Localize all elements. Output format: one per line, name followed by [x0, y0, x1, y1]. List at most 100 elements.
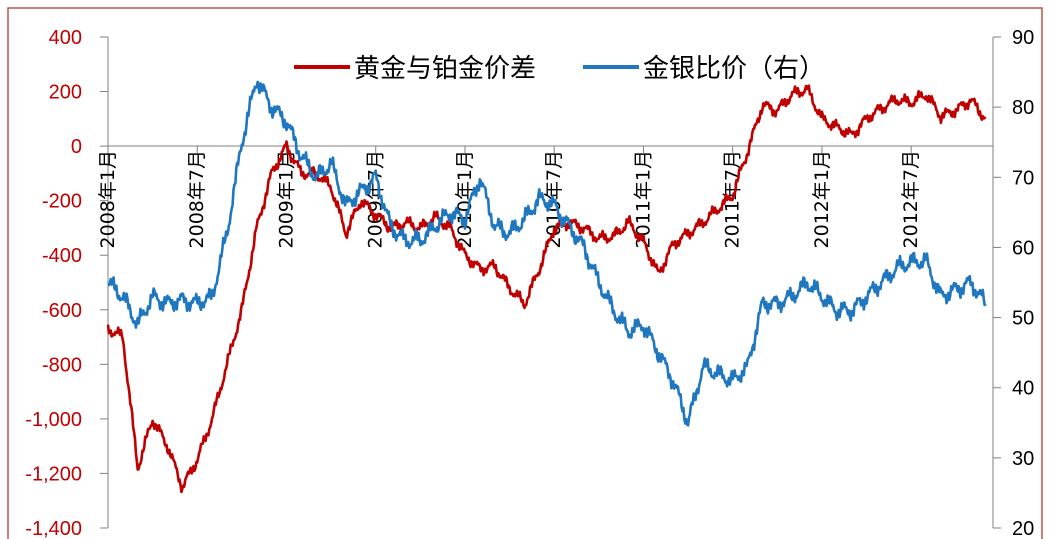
- series-0-point-51: [866, 118, 867, 119]
- series-1-point-49: [836, 310, 837, 311]
- series-0-point-37: [658, 274, 659, 275]
- series-1-point-44: [762, 303, 763, 304]
- series-1-point-14: [316, 177, 317, 178]
- series-0-point-16: [345, 233, 346, 234]
- series-0-point-4: [167, 446, 168, 447]
- series-1-point-55: [926, 261, 927, 262]
- series-0-point-26: [494, 266, 495, 267]
- left-tick-label: 400: [49, 27, 82, 49]
- left-tick-label: -1,400: [25, 518, 82, 539]
- series-1-point-22: [435, 226, 436, 227]
- series-0-point-15: [331, 187, 332, 188]
- left-y-axis-ticks: 400 200 0 -200 -400 -600 -800 -1,000 -1,200 -1,40…: [25, 27, 108, 539]
- series-0-point-57: [955, 110, 956, 111]
- series-0-point-35: [628, 222, 629, 223]
- series-line-0: [106, 84, 987, 494]
- series-1-point-29: [539, 198, 540, 199]
- series-1-point-57: [955, 289, 956, 290]
- series-1-point-56: [940, 296, 941, 297]
- series-1-point-52: [881, 282, 882, 283]
- series-0-point-24: [464, 255, 465, 256]
- series-0-point-29: [539, 268, 540, 269]
- left-tick-label: -400: [42, 245, 82, 267]
- chart-border: [7, 7, 1043, 539]
- series-0-point-54: [911, 102, 912, 103]
- series-1-point-23: [450, 212, 451, 213]
- series-1-point-48: [821, 296, 822, 297]
- series-0-point-34: [613, 236, 614, 237]
- series-1-point-18: [375, 177, 376, 178]
- series-0-point-12: [286, 146, 287, 147]
- series-1-point-10: [256, 79, 257, 80]
- x-tick-label: 2008年1月: [97, 150, 119, 248]
- series-0-point-1: [122, 337, 123, 338]
- series-1-point-45: [777, 303, 778, 304]
- right-tick-label: 50: [1012, 308, 1034, 330]
- left-tick-label: -800: [42, 354, 82, 376]
- series-0-point-7: [212, 418, 213, 419]
- series-1-point-47: [807, 282, 808, 283]
- series-0-point-44: [762, 105, 763, 106]
- series-0-point-36: [643, 241, 644, 242]
- series-0-point-39: [688, 233, 689, 234]
- series-0-point-30: [554, 227, 555, 228]
- series-0-point-19: [390, 227, 391, 228]
- series-0-point-20: [405, 222, 406, 223]
- series-0-point-28: [524, 304, 525, 305]
- series-1-point-50: [851, 310, 852, 311]
- series-0-point-17: [360, 200, 361, 201]
- series-0-point-38: [673, 244, 674, 245]
- series-1-point-39: [688, 422, 689, 423]
- series-1-point-53: [896, 268, 897, 269]
- series-0-point-3: [152, 418, 153, 419]
- right-tick-label: 20: [1012, 518, 1034, 539]
- legend-label-gold-platinum: 黄金与铂金价差: [354, 54, 536, 84]
- series-1-point-36: [643, 324, 644, 325]
- x-tick-label: 2012年1月: [811, 150, 833, 248]
- series-1-point-8: [226, 233, 227, 234]
- series-0-point-52: [881, 107, 882, 108]
- series-0-point-46: [792, 94, 793, 95]
- series-0-point-41: [717, 208, 718, 209]
- legend-label-gold-silver: 金银比价（右）: [643, 54, 825, 84]
- x-tick-label: 2009年1月: [275, 150, 297, 248]
- series-1-point-25: [479, 177, 480, 178]
- series-0-point-47: [807, 88, 808, 89]
- series-0-point-11: [271, 173, 272, 174]
- series-0-point-50: [851, 135, 852, 136]
- series-1-point-20: [405, 240, 406, 241]
- right-tick-label: 60: [1012, 237, 1034, 259]
- series-0-point-59: [985, 118, 986, 119]
- series-0-point-21: [420, 227, 421, 228]
- series-1-point-6: [197, 303, 198, 304]
- series-0-point-13: [301, 173, 302, 174]
- series-0-point-8: [226, 364, 227, 365]
- series-1-point-11: [271, 107, 272, 108]
- right-tick-label: 30: [1012, 448, 1034, 470]
- series-1-point-12: [286, 121, 287, 122]
- series-1-point-19: [390, 226, 391, 227]
- series-0-point-49: [836, 127, 837, 128]
- legend: 黄金与铂金价差 金银比价（右）: [294, 54, 825, 84]
- left-tick-label: 200: [49, 82, 82, 104]
- series-1-point-13: [301, 156, 302, 157]
- series-1-point-26: [494, 226, 495, 227]
- series-1-point-37: [658, 352, 659, 353]
- left-tick-label: -200: [42, 191, 82, 213]
- series-1-point-59: [985, 303, 986, 304]
- series-1-point-31: [569, 226, 570, 227]
- series-0-point-32: [583, 227, 584, 228]
- series-layer: [106, 79, 987, 494]
- series-0-point-10: [256, 227, 257, 228]
- series-0-point-43: [747, 151, 748, 152]
- right-tick-label: 70: [1012, 167, 1034, 189]
- series-0-point-58: [970, 99, 971, 100]
- series-1-point-9: [241, 142, 242, 143]
- series-0-point-56: [940, 116, 941, 117]
- series-0-point-9: [241, 309, 242, 310]
- x-tick-label: 2011年1月: [632, 150, 654, 248]
- series-1-point-5: [182, 300, 183, 301]
- series-1-point-15: [331, 163, 332, 164]
